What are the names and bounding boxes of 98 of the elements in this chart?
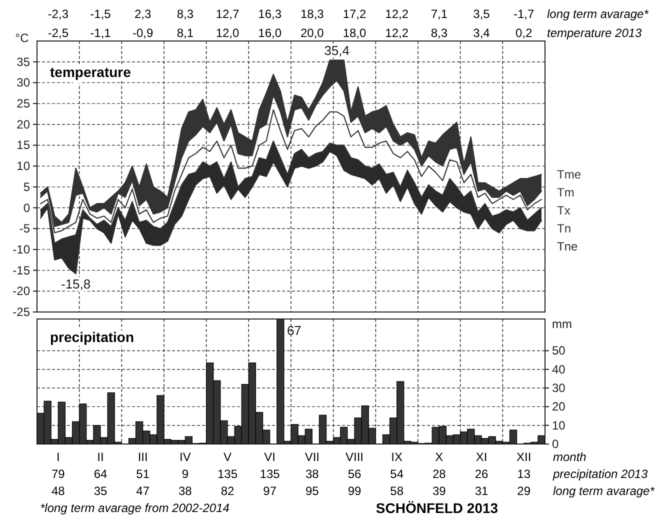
category-label: IV bbox=[179, 450, 191, 464]
y-tick-label: 5 bbox=[23, 180, 30, 194]
data-label: 64 bbox=[94, 467, 108, 481]
data-label: 0,2 bbox=[515, 26, 532, 40]
series-label: Tx bbox=[557, 203, 570, 218]
y-axis-title: °C bbox=[15, 31, 30, 45]
data-label: 8,3 bbox=[430, 26, 448, 40]
data-label: 18,0 bbox=[342, 26, 366, 40]
data-label: 47 bbox=[136, 484, 150, 498]
category-label: VI bbox=[264, 450, 276, 464]
text: month bbox=[553, 450, 587, 464]
text: precipitation bbox=[50, 329, 134, 345]
data-label: 48 bbox=[51, 484, 66, 498]
data-label: -2,5 bbox=[48, 26, 69, 40]
data-label: 38 bbox=[178, 484, 192, 498]
data-label: 12,2 bbox=[385, 26, 409, 40]
data-label: 67 bbox=[286, 322, 302, 338]
data-label: 29 bbox=[517, 484, 531, 498]
data-label: -1,7 bbox=[513, 7, 534, 21]
text: long term avarage* bbox=[547, 7, 649, 21]
data-label: 12,7 bbox=[216, 7, 240, 21]
data-label: 20,0 bbox=[300, 26, 324, 40]
data-label: 26 bbox=[474, 467, 488, 481]
text: precipitation 2013 bbox=[552, 467, 648, 481]
series-label: Tme bbox=[557, 167, 582, 182]
y-axis-title: mm bbox=[552, 317, 572, 331]
y-tick-label: -10 bbox=[12, 242, 30, 256]
data-label: 2,3 bbox=[134, 7, 152, 21]
data-label: 97 bbox=[263, 484, 277, 498]
category-label: V bbox=[223, 450, 232, 464]
data-label: -2,3 bbox=[48, 7, 69, 21]
series-label: Tn bbox=[557, 221, 572, 236]
y-tick-label: 15 bbox=[16, 138, 30, 152]
data-label: 8,1 bbox=[176, 26, 194, 40]
annotation: 35,4 bbox=[324, 42, 350, 58]
y-tick-label: 10 bbox=[552, 418, 566, 432]
y-tick-label: 20 bbox=[16, 117, 30, 132]
data-label: 8,3 bbox=[176, 7, 194, 21]
data-label: 18,3 bbox=[300, 7, 324, 21]
data-label: 3,5 bbox=[473, 7, 490, 21]
data-label: 99 bbox=[348, 484, 362, 498]
y-tick-label: 25 bbox=[16, 96, 30, 111]
data-label: 135 bbox=[260, 467, 280, 481]
y-tick-label: 30 bbox=[552, 381, 566, 396]
y-tick-label: -20 bbox=[12, 284, 30, 298]
y-tick-label: 10 bbox=[16, 159, 30, 174]
data-label: 31 bbox=[474, 484, 488, 498]
data-label: -1,1 bbox=[90, 26, 112, 40]
y-tick-label: 40 bbox=[552, 362, 566, 376]
data-label: 17,2 bbox=[342, 7, 366, 21]
data-label: 38 bbox=[305, 467, 320, 481]
data-label: 82 bbox=[220, 484, 234, 498]
text: long term avarage* bbox=[553, 484, 655, 498]
data-label: 39 bbox=[432, 484, 446, 498]
text: *long term avarage from 2002-2014 bbox=[40, 501, 230, 515]
data-label: 13 bbox=[517, 467, 531, 481]
y-tick-label: -15 bbox=[12, 263, 30, 278]
text: SCHÖNFELD 2013 bbox=[376, 500, 498, 516]
series-label: Tne bbox=[557, 239, 578, 254]
series-label: Tm bbox=[557, 185, 574, 200]
data-label: 12,0 bbox=[216, 26, 240, 40]
y-tick-label: 30 bbox=[16, 76, 30, 90]
data-label: 28 bbox=[432, 467, 446, 481]
y-tick-label: 0 bbox=[552, 437, 559, 451]
data-label: 79 bbox=[51, 467, 66, 481]
annotation: -15,8 bbox=[60, 276, 91, 292]
data-label: 135 bbox=[217, 467, 238, 481]
y-tick-label: 50 bbox=[552, 344, 566, 358]
category-label: VIII bbox=[345, 450, 364, 464]
category-label: VII bbox=[304, 450, 320, 464]
data-label: 95 bbox=[305, 484, 320, 498]
data-label: 3,4 bbox=[473, 26, 490, 40]
category-label: XII bbox=[516, 450, 532, 464]
data-label: 12,2 bbox=[385, 7, 409, 21]
data-label: 51 bbox=[136, 467, 150, 481]
category-label: I bbox=[56, 450, 60, 464]
category-label: X bbox=[435, 450, 444, 464]
data-label: 16,3 bbox=[258, 7, 282, 21]
category-label: II bbox=[97, 450, 104, 464]
y-tick-label: -5 bbox=[19, 222, 30, 236]
data-label: 9 bbox=[182, 467, 189, 481]
data-label: 16,0 bbox=[258, 26, 282, 40]
category-label: III bbox=[138, 450, 148, 464]
text: temperature bbox=[50, 64, 132, 80]
data-label: 54 bbox=[390, 467, 404, 481]
data-label: 56 bbox=[348, 467, 362, 481]
category-label: IX bbox=[391, 450, 403, 464]
text: temperature 2013 bbox=[547, 26, 642, 40]
data-label: 58 bbox=[390, 484, 404, 498]
data-label: -0,9 bbox=[132, 26, 154, 40]
y-tick-label: 35 bbox=[16, 54, 30, 69]
data-label: 7,1 bbox=[430, 7, 448, 21]
y-tick-label: 0 bbox=[23, 200, 30, 215]
data-label: -1,5 bbox=[90, 7, 112, 21]
category-label: XI bbox=[476, 450, 488, 464]
y-tick-label: 20 bbox=[552, 400, 566, 414]
data-label: 35 bbox=[94, 484, 108, 498]
y-tick-label: -25 bbox=[12, 305, 30, 319]
